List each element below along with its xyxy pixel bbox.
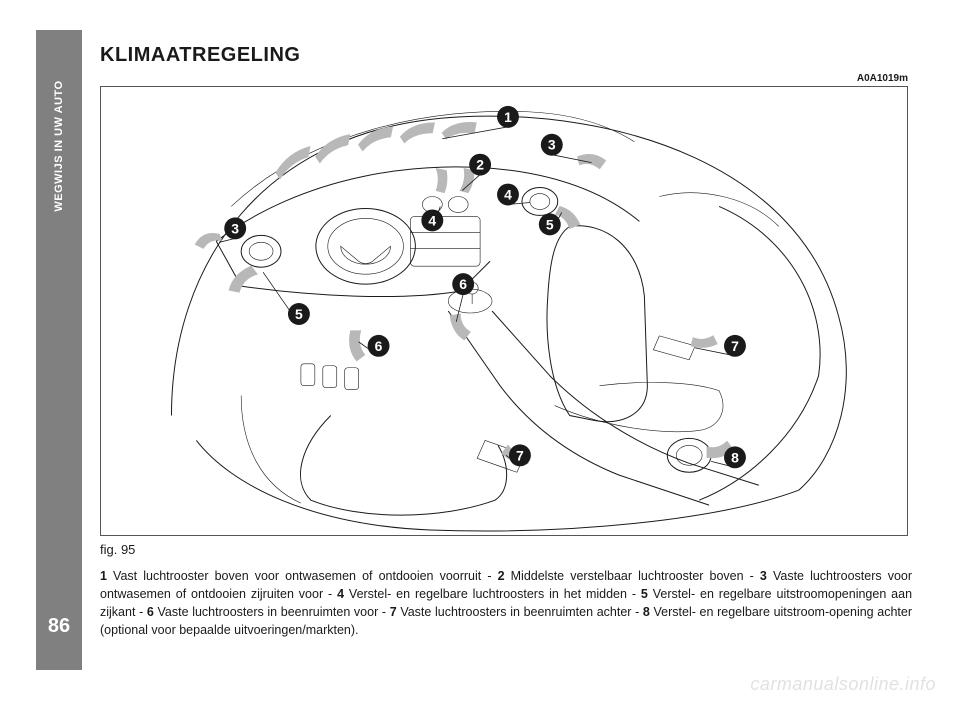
diagram-svg: 1 2 3 3 4 4 5 5 6 6 7 7 8 [101,87,907,535]
svg-text:8: 8 [731,449,739,465]
figure-caption: fig. 95 [100,542,912,557]
section-label: WEGWIJS IN UW AUTO [53,80,65,211]
svg-text:6: 6 [459,276,467,292]
interior-diagram: 1 2 3 3 4 4 5 5 6 6 7 7 8 [100,86,908,536]
legend-n3: 3 [760,569,767,583]
legend-n4: 4 [337,587,344,601]
legend-n5: 5 [641,587,648,601]
callout-6a: 6 [452,273,474,295]
svg-text:2: 2 [476,157,484,173]
legend-t6: Vaste luchtroosters in beenruimten voor [158,605,379,619]
svg-text:1: 1 [504,109,512,125]
legend-t7: Vaste luchtroosters in beenruimten achte… [400,605,631,619]
svg-text:6: 6 [375,338,383,354]
callout-7b: 7 [509,444,531,466]
svg-text:3: 3 [548,137,556,153]
callout-4b: 4 [421,209,443,231]
callout-3a: 3 [541,134,563,156]
legend-t2: Middelste verstelbaar luchtrooster boven [511,569,744,583]
svg-text:7: 7 [731,338,739,354]
figure-code: A0A1019m [100,73,912,84]
callout-3b: 3 [224,217,246,239]
svg-text:5: 5 [295,306,303,322]
side-tab: WEGWIJS IN UW AUTO 86 [36,30,82,670]
callout-6b: 6 [368,335,390,357]
callout-2: 2 [469,154,491,176]
svg-text:7: 7 [516,447,524,463]
legend-n2: 2 [498,569,505,583]
legend-text: 1 Vast luchtrooster boven voor ontwaseme… [100,567,912,640]
legend-t4: Verstel- en regelbare luchtroosters in h… [349,587,627,601]
page-title: KLIMAATREGELING [100,44,912,67]
legend-n7: 7 [390,605,397,619]
legend-t1: Vast luchtrooster boven voor ontwasemen … [113,569,481,583]
legend-n8: 8 [643,605,650,619]
page-content: KLIMAATREGELING A0A1019m [100,44,912,640]
watermark: carmanualsonline.info [750,674,936,695]
callout-8: 8 [724,446,746,468]
legend-n6: 6 [147,605,154,619]
page-number: 86 [36,615,82,638]
callout-1: 1 [497,106,519,128]
svg-text:4: 4 [504,187,512,203]
svg-text:5: 5 [546,216,554,232]
svg-text:4: 4 [428,212,436,228]
callout-group: 1 2 3 3 4 4 5 5 6 6 7 7 8 [224,106,746,468]
callout-5a: 5 [539,213,561,235]
callout-5b: 5 [288,303,310,325]
callout-4a: 4 [497,184,519,206]
svg-text:3: 3 [231,220,239,236]
legend-n1: 1 [100,569,107,583]
callout-7a: 7 [724,335,746,357]
